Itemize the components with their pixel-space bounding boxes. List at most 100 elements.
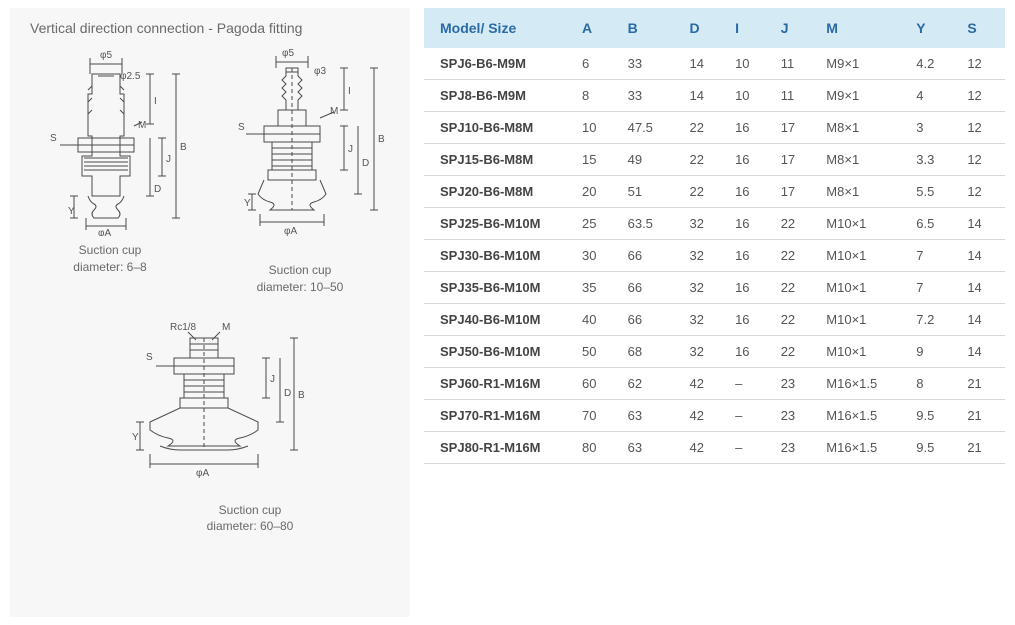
col-i: I <box>727 8 773 48</box>
table-cell: 7.2 <box>908 304 959 336</box>
diagram-2-caption: Suction cup diameter: 10–50 <box>220 262 380 296</box>
table-row: SPJ70-R1-M16M706342–23M16×1.59.521 <box>424 400 1005 432</box>
table-cell: 20 <box>574 176 620 208</box>
table-cell: 6.5 <box>908 208 959 240</box>
table-cell: SPJ15-B6-M8M <box>424 144 574 176</box>
table-cell: 35 <box>574 272 620 304</box>
table-cell: 12 <box>959 48 1005 80</box>
svg-text:B: B <box>298 390 305 401</box>
table-row: SPJ20-B6-M8M2051221617M8×15.512 <box>424 176 1005 208</box>
table-cell: 14 <box>681 80 727 112</box>
table-cell: 17 <box>773 112 819 144</box>
table-cell: 40 <box>574 304 620 336</box>
table-cell: 33 <box>620 80 682 112</box>
table-cell: M10×1 <box>818 208 908 240</box>
table-cell: M16×1.5 <box>818 368 908 400</box>
table-cell: SPJ60-R1-M16M <box>424 368 574 400</box>
table-cell: 9.5 <box>908 432 959 464</box>
panel-title: Vertical direction connection - Pagoda f… <box>30 20 390 36</box>
table-cell: 23 <box>773 400 819 432</box>
svg-text:Y: Y <box>244 198 251 209</box>
table-cell: M10×1 <box>818 336 908 368</box>
table-cell: 22 <box>681 112 727 144</box>
table-cell: SPJ40-B6-M10M <box>424 304 574 336</box>
table-cell: M16×1.5 <box>818 400 908 432</box>
col-d: D <box>681 8 727 48</box>
table-cell: 3.3 <box>908 144 959 176</box>
col-j: J <box>773 8 819 48</box>
svg-text:φA: φA <box>196 468 209 479</box>
table-cell: 16 <box>727 240 773 272</box>
table-row: SPJ35-B6-M10M3566321622M10×1714 <box>424 272 1005 304</box>
table-cell: 60 <box>574 368 620 400</box>
table-cell: 16 <box>727 336 773 368</box>
table-cell: 9.5 <box>908 400 959 432</box>
table-cell: 63 <box>620 400 682 432</box>
svg-text:J: J <box>166 154 171 165</box>
col-model: Model/ Size <box>424 8 574 48</box>
table-cell: 21 <box>959 432 1005 464</box>
table-cell: 80 <box>574 432 620 464</box>
table-cell: M10×1 <box>818 240 908 272</box>
table-row: SPJ40-B6-M10M4066321622M10×17.214 <box>424 304 1005 336</box>
table-cell: 14 <box>959 272 1005 304</box>
col-b: B <box>620 8 682 48</box>
col-m: M <box>818 8 908 48</box>
svg-text:I: I <box>348 86 351 97</box>
table-cell: 16 <box>727 176 773 208</box>
table-row: SPJ50-B6-M10M5068321622M10×1914 <box>424 336 1005 368</box>
table-cell: 63 <box>620 432 682 464</box>
table-cell: 22 <box>681 176 727 208</box>
svg-text:φ5: φ5 <box>282 48 294 59</box>
table-cell: M16×1.5 <box>818 432 908 464</box>
svg-text:D: D <box>154 184 161 195</box>
table-cell: 32 <box>681 240 727 272</box>
table-cell: 15 <box>574 144 620 176</box>
table-cell: 9 <box>908 336 959 368</box>
table-cell: M10×1 <box>818 272 908 304</box>
svg-text:M: M <box>138 120 146 131</box>
table-cell: 14 <box>681 48 727 80</box>
table-cell: 22 <box>773 304 819 336</box>
svg-text:S: S <box>146 352 153 363</box>
table-cell: SPJ35-B6-M10M <box>424 272 574 304</box>
table-cell: SPJ80-R1-M16M <box>424 432 574 464</box>
svg-text:M: M <box>222 322 230 333</box>
table-cell: 12 <box>959 112 1005 144</box>
col-a: A <box>574 8 620 48</box>
table-cell: SPJ50-B6-M10M <box>424 336 574 368</box>
svg-text:φ5: φ5 <box>100 50 112 61</box>
col-s: S <box>959 8 1005 48</box>
svg-text:B: B <box>378 134 385 145</box>
table-cell: 12 <box>959 80 1005 112</box>
table-cell: 16 <box>727 208 773 240</box>
table-cell: 3 <box>908 112 959 144</box>
svg-text:Y: Y <box>132 432 139 443</box>
table-cell: SPJ20-B6-M8M <box>424 176 574 208</box>
table-cell: 47.5 <box>620 112 682 144</box>
table-cell: 42 <box>681 400 727 432</box>
table-cell: 12 <box>959 176 1005 208</box>
table-cell: M10×1 <box>818 304 908 336</box>
table-cell: 22 <box>681 144 727 176</box>
table-cell: 66 <box>620 272 682 304</box>
table-cell: 6 <box>574 48 620 80</box>
table-row: SPJ15-B6-M8M1549221617M8×13.312 <box>424 144 1005 176</box>
table-cell: – <box>727 400 773 432</box>
table-cell: 5.5 <box>908 176 959 208</box>
table-cell: SPJ6-B6-M9M <box>424 48 574 80</box>
table-cell: 22 <box>773 336 819 368</box>
table-cell: SPJ30-B6-M10M <box>424 240 574 272</box>
table-cell: SPJ8-B6-M9M <box>424 80 574 112</box>
table-cell: 23 <box>773 368 819 400</box>
table-cell: M8×1 <box>818 144 908 176</box>
svg-text:B: B <box>180 142 187 153</box>
svg-text:S: S <box>238 122 245 133</box>
svg-text:S: S <box>50 133 57 144</box>
spec-table: Model/ Size A B D I J M Y S SPJ6-B6-M9M6… <box>424 8 1005 464</box>
diagram-1: φ5 φ2.5 <box>30 46 190 296</box>
table-cell: 7 <box>908 240 959 272</box>
table-cell: M9×1 <box>818 80 908 112</box>
table-cell: 42 <box>681 432 727 464</box>
table-row: SPJ6-B6-M9M633141011M9×14.212 <box>424 48 1005 80</box>
